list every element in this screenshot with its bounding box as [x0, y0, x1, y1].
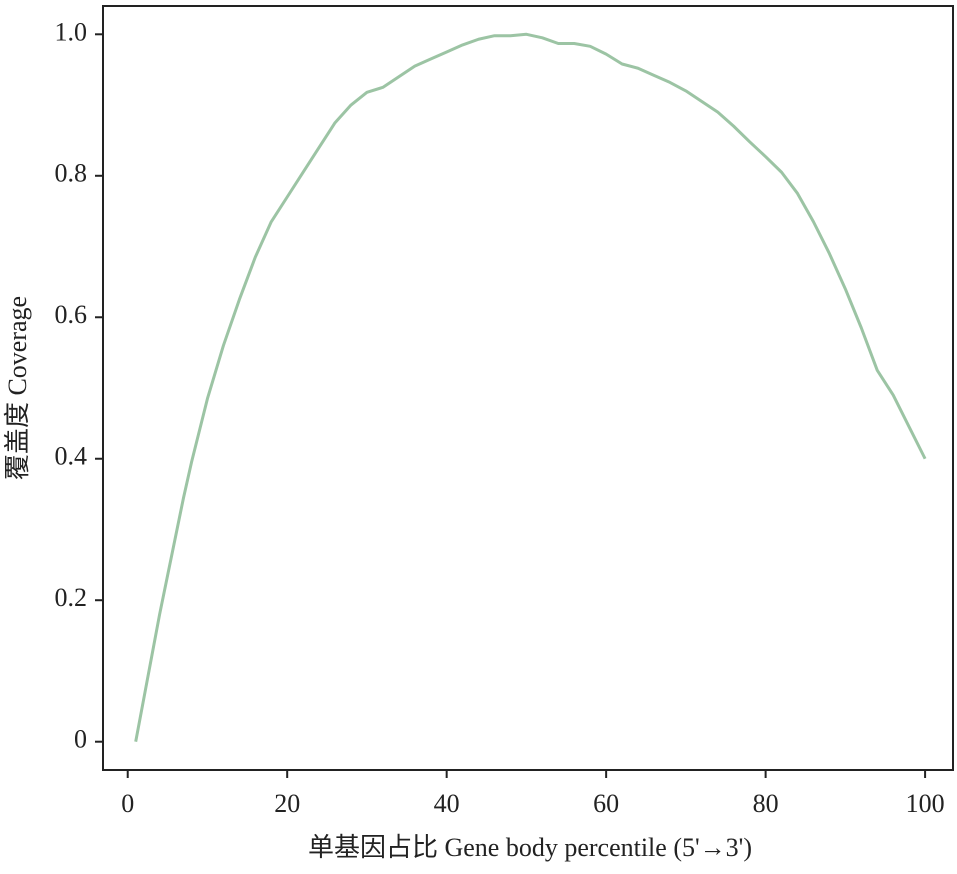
x-tick-label: 60	[593, 789, 619, 818]
y-tick-label: 0.6	[55, 300, 88, 329]
y-tick-label: 0	[74, 725, 87, 754]
plot-frame	[102, 5, 954, 771]
y-tick-label: 0.4	[55, 442, 88, 471]
x-tick-label: 80	[753, 789, 779, 818]
x-tick-label: 100	[906, 789, 945, 818]
x-tick-label: 40	[434, 789, 460, 818]
x-axis-label: 单基因占比 Gene body percentile (5'→3')	[308, 833, 752, 862]
y-tick-label: 0.2	[55, 583, 88, 612]
y-axis-label: 覆盖度 Coverage	[3, 296, 32, 480]
line-series	[134, 32, 927, 742]
y-tick-label: 0.8	[55, 159, 88, 188]
x-tick-label: 20	[274, 789, 300, 818]
x-tick-label: 0	[121, 789, 134, 818]
y-tick-label: 1.0	[55, 17, 88, 46]
